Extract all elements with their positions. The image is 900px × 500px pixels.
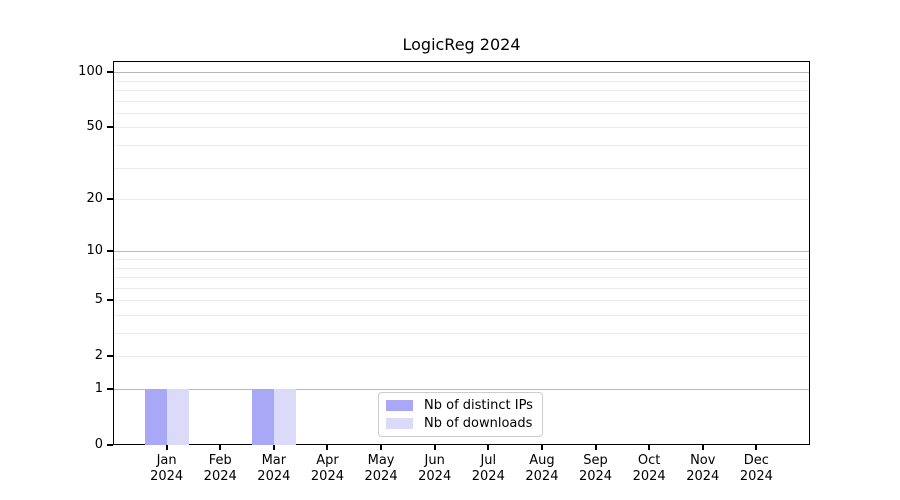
gridline-minor [114,333,809,334]
chart-title: LogicReg 2024 [402,35,521,54]
x-tick-mark [326,445,329,450]
x-tick-mark [540,445,543,450]
gridline-minor [114,90,809,91]
x-tick-mark [165,445,168,450]
x-tick-label: Jun 2024 [403,453,467,485]
y-tick-mark [107,299,113,302]
gridline-minor [114,199,809,201]
y-tick-label: 10 [86,243,103,259]
bar-downloads [273,389,296,445]
x-tick-month: Sep [583,453,608,468]
legend-swatch [386,400,413,411]
x-tick-month: Mar [261,453,287,468]
x-tick-label: Apr 2024 [295,453,359,485]
gridline-minor [114,287,809,289]
x-tick-month: Jan [156,453,177,468]
x-tick-year: 2024 [632,469,666,484]
x-tick-year: 2024 [525,469,559,484]
x-tick-mark [594,445,597,450]
y-tick-mark [107,126,113,129]
gridline-minor [114,112,809,114]
bar-distinct-ips [144,389,167,445]
gridline-minor [114,167,809,169]
x-tick-year: 2024 [418,469,452,484]
gridline-minor [114,356,809,358]
x-tick-label: Feb 2024 [188,453,252,485]
gridline-minor [114,314,809,316]
x-tick-year: 2024 [578,469,613,484]
legend: Nb of distinct IPs Nb of downloads [378,392,543,437]
y-tick-label: 1 [94,381,103,396]
bar-distinct-ips [251,389,274,445]
gridline-minor [114,127,809,129]
x-tick-year: 2024 [150,469,184,484]
x-tick-year: 2024 [203,469,237,484]
y-tick-label: 20 [86,191,103,207]
x-tick-label: Jul 2024 [456,453,520,485]
legend-row: Nb of downloads [386,416,533,431]
y-tick-label: 2 [94,348,103,364]
legend-label: Nb of downloads [424,416,533,431]
x-tick-label: Nov 2024 [671,453,735,485]
x-tick-month: Oct [637,453,661,468]
y-tick-mark [107,71,113,74]
y-tick-mark [107,250,113,253]
plot-area [113,61,810,445]
y-tick-label: 50 [86,119,103,135]
legend-swatch [386,418,413,429]
x-tick-mark [219,445,222,450]
x-tick-month: Aug [529,453,555,468]
gridline-minor [114,258,809,260]
x-tick-year: 2024 [364,469,398,484]
x-tick-month: Feb [208,453,232,468]
y-tick-label: 100 [78,64,103,80]
x-tick-label: Jan 2024 [135,453,199,485]
y-tick-label: 0 [94,437,103,452]
x-tick-month: May [367,453,395,468]
x-tick-month: Dec [743,453,769,468]
x-tick-year: 2024 [310,469,344,484]
y-tick-mark [107,355,113,358]
legend-label: Nb of distinct IPs [424,398,533,413]
gridline-minor [114,145,809,146]
x-tick-mark [380,445,383,450]
x-tick-mark [648,445,651,450]
x-tick-mark [272,445,275,450]
x-tick-label: Mar 2024 [242,453,306,485]
gridline-minor [114,267,809,269]
bar-downloads [166,389,189,445]
x-tick-month: Jun [424,453,445,468]
gridline-minor [114,80,809,82]
gridline-major [114,251,809,253]
x-tick-label: May 2024 [349,453,413,485]
x-tick-label: Sep 2024 [564,453,628,485]
x-tick-label: Aug 2024 [510,453,574,485]
x-tick-mark [433,445,436,450]
x-tick-mark [701,445,704,450]
x-tick-year: 2024 [471,469,505,484]
x-tick-mark [755,445,758,450]
gridline-minor [114,300,809,302]
legend-row: Nb of distinct IPs [386,398,533,413]
y-tick-mark [107,444,113,446]
x-tick-label: Dec 2024 [724,453,788,485]
x-tick-label: Oct 2024 [617,453,681,485]
x-tick-month: Nov [690,453,716,468]
x-tick-year: 2024 [686,469,720,484]
x-tick-year: 2024 [739,469,773,484]
y-tick-label: 5 [94,292,103,308]
gridline-major [114,389,809,390]
x-tick-month: Apr [316,453,339,468]
y-tick-mark [107,198,113,201]
x-tick-year: 2024 [257,469,291,484]
y-tick-mark [107,388,113,390]
x-tick-month: Jul [480,453,497,468]
gridline-major [114,72,809,74]
x-tick-mark [487,445,490,450]
gridline-minor [114,100,809,102]
gridline-minor [114,277,809,279]
